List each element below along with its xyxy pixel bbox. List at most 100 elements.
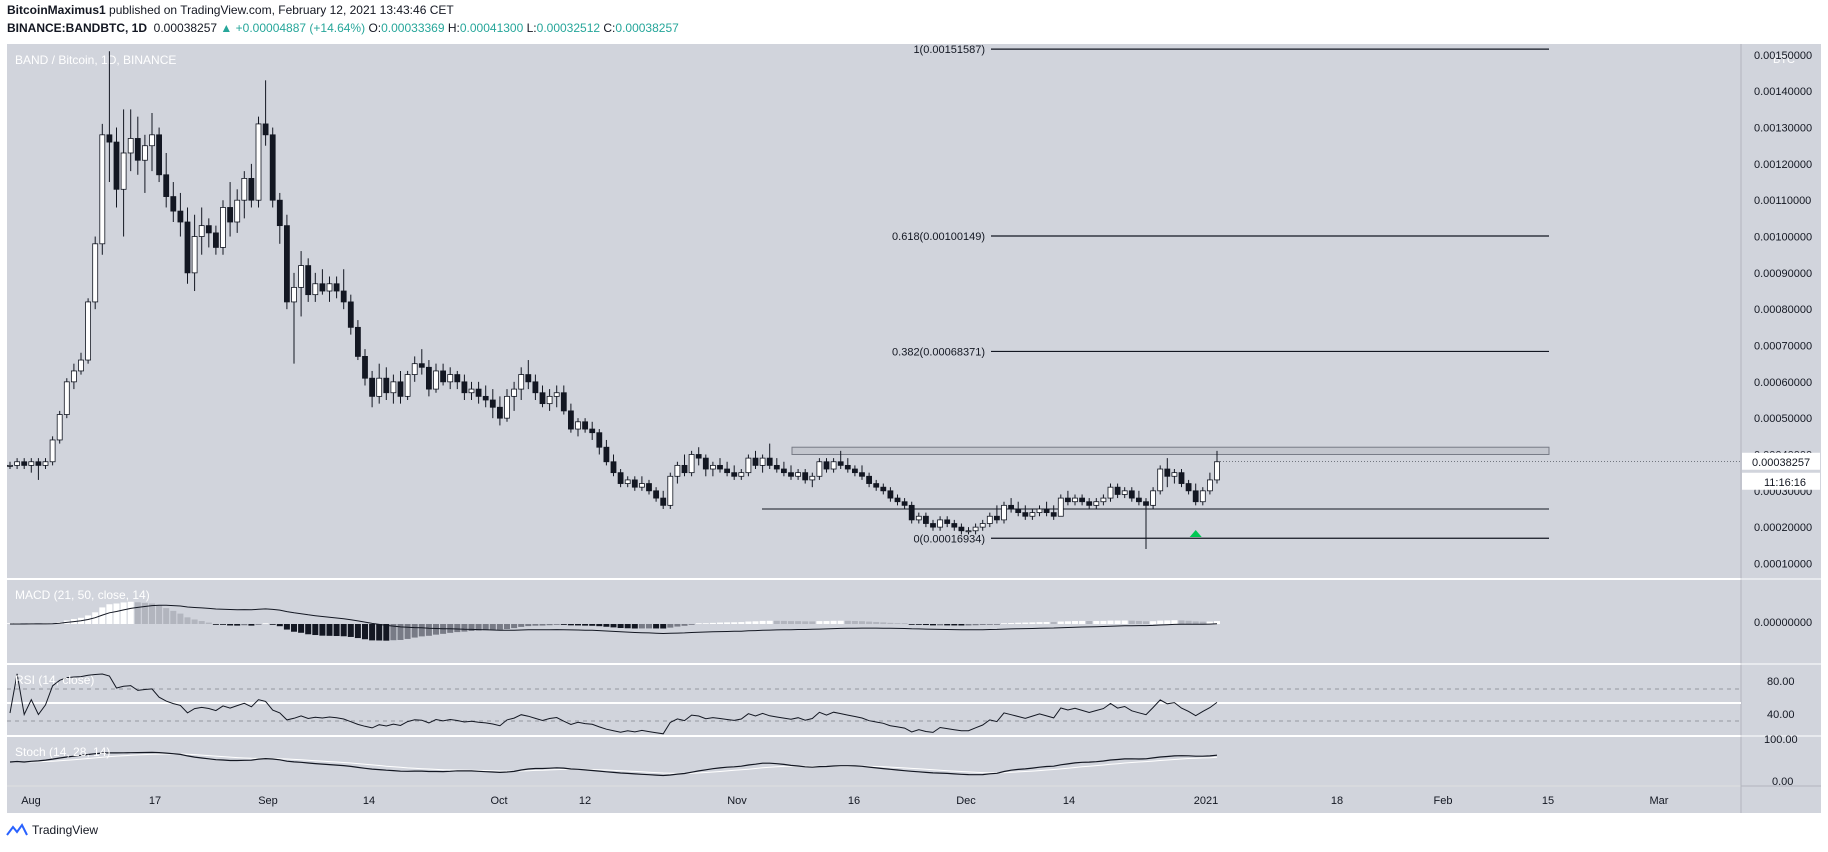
candle-down [568,410,574,430]
candle-down [1185,483,1192,492]
stoch-tick-0: 0.00 [1772,776,1793,788]
macd-bar [496,624,503,630]
macd-bar [1150,621,1157,624]
macd-pane[interactable] [7,580,1741,663]
macd-bar [1008,622,1015,624]
macd-bar [340,624,347,637]
candle-up [710,464,716,470]
candlestick-series [7,51,1741,549]
time-tick-label: 14 [1063,795,1075,807]
candle-down [859,472,865,477]
stoch-pane[interactable] [7,737,1741,785]
rsi-pane[interactable] [7,665,1741,735]
footer-brand[interactable]: TradingView [6,823,98,837]
price-tick-label: 0.00080000 [1754,304,1812,316]
time-tick-label: 15 [1542,795,1554,807]
macd-bar [461,624,468,632]
candle-up [809,475,816,481]
macd-bar [234,624,241,626]
macd-bar [390,624,397,641]
macd-bar [305,624,312,635]
macd-bar [560,624,567,625]
candle-down [425,366,432,390]
macd-bar [1206,621,1213,624]
candle-up [404,374,411,397]
candle-down [781,468,787,474]
candle-down [1143,501,1149,506]
candle-down [660,497,667,506]
macd-bar [596,624,603,627]
candle-up [120,152,127,190]
macd-bar [1050,622,1057,624]
macd-bar [802,621,809,624]
candle-up [255,123,262,201]
candle-down [894,497,901,503]
macd-bar [177,613,184,624]
candle-up [915,515,922,521]
macd-bar [191,619,198,624]
candle-up [575,421,581,430]
macd-bar [489,624,496,630]
candle-up [1072,497,1078,503]
candle-up [390,381,397,394]
time-tick-label: 18 [1331,795,1343,807]
macd-bar [134,602,141,624]
candle-down [1192,490,1199,503]
price-pane[interactable] [7,44,1741,578]
macd-bar [205,622,212,624]
symbol-name[interactable]: BINANCE:BANDBTC, 1D [7,21,147,35]
macd-bar [1135,620,1142,624]
candle-down [617,472,624,484]
macd-bar [1164,620,1171,624]
candle-down [596,432,603,448]
macd-bar [993,624,1000,625]
candle-down [560,392,567,412]
macd-bar [922,624,929,626]
macd-label: MACD (21, 50, close, 14) [15,588,150,602]
macd-bar [709,622,716,624]
bar-countdown: 11:16:16 [1764,477,1806,489]
macd-bar [227,624,234,626]
macd-bar [298,624,305,633]
macd-bar [702,623,709,624]
candle-down [653,490,659,499]
price-tick-label: 0.00140000 [1754,86,1812,98]
macd-bar [539,624,546,626]
candle-up [518,374,525,390]
time-tick-label: 17 [149,795,161,807]
candle-down [1164,468,1171,477]
macd-bar [1171,620,1178,624]
price-tick-label: 0.00120000 [1754,159,1812,171]
price-axis-ticks: 0.000100000.000200000.000300000.00040000… [1754,50,1812,571]
time-axis[interactable] [7,787,1741,813]
macd-bar [1178,620,1185,624]
candle-up [1036,508,1043,514]
macd-bar [766,620,773,624]
candle-up [553,392,560,397]
macd-line [10,604,1218,635]
author-name[interactable]: BitcoinMaximus1 [7,3,106,17]
macd-bar [1114,620,1121,624]
macd-bar [631,624,638,629]
candle-up [965,530,972,533]
price-axis[interactable] [1741,44,1821,813]
resistance-zone[interactable] [791,446,1550,455]
candle-down [354,326,361,357]
candle-down [695,454,702,459]
macd-bar [1015,622,1022,624]
candle-down [994,515,1000,521]
candle-up [376,377,383,397]
candle-down [724,468,730,474]
macd-bar [1107,620,1114,624]
candle-down [227,207,234,223]
macd-bar [1199,621,1206,624]
candle-down [283,225,290,303]
macd-bar [575,624,581,626]
macd-bar [638,624,645,629]
fibonacci-levels[interactable]: 1(0.00151587) 0.618(0.00100149) 0.382(0.00… [892,44,1549,545]
candle-down [646,483,652,492]
time-tick-label: 2021 [1194,795,1218,807]
time-tick-label: Nov [727,795,747,807]
price-tick-label: 0.00060000 [1754,377,1812,389]
